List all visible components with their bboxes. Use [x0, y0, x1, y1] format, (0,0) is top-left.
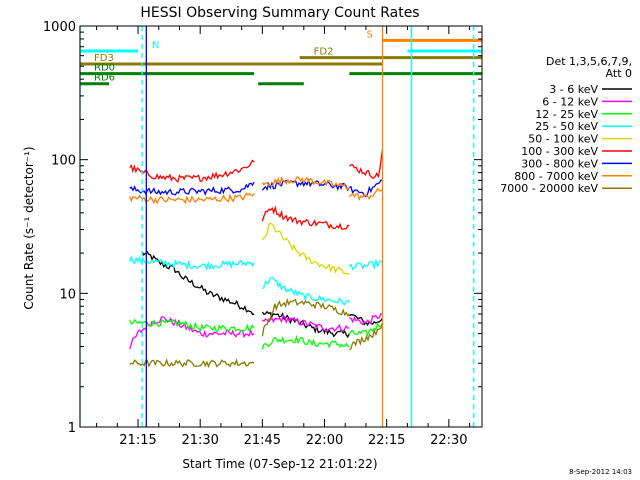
series-3-segment-3	[348, 322, 384, 337]
series-8-segment-3	[348, 187, 383, 202]
y-tick-label-3: 1000	[43, 20, 76, 35]
legend-label-7: 300 - 800 keV	[521, 157, 598, 170]
series-2-segment-2	[261, 314, 350, 333]
series-8-segment-1	[129, 192, 255, 205]
y-tick-label-1: 10	[59, 287, 76, 302]
series-4-segment-1	[129, 255, 255, 271]
series-2-segment-3	[349, 313, 383, 326]
x-tick-label-0: 21:15	[119, 433, 156, 448]
series-9-segment-1	[129, 358, 255, 369]
series-8-segment-2	[261, 175, 350, 191]
series-7-segment-3	[349, 179, 383, 198]
legend-label-8: 800 - 7000 keV	[514, 170, 598, 183]
series-1-segment-1	[141, 250, 255, 316]
y-axis-label: Count Rate (s⁻¹ detector⁻¹)	[22, 146, 36, 309]
legend-label-6: 100 - 300 keV	[521, 145, 598, 158]
series-4-segment-3	[348, 258, 383, 271]
x-tick-label-1: 21:30	[181, 433, 218, 448]
legend-label-5: 50 - 100 keV	[528, 133, 598, 146]
legend-label-1: 3 - 6 keV	[549, 83, 598, 96]
chart-title: HESSI Observing Summary Count Rates	[140, 5, 419, 21]
series-3-segment-2	[261, 334, 350, 350]
y-tick-label-0: 1	[68, 421, 76, 436]
y-tick-label-2: 100	[51, 154, 76, 169]
x-tick-label-3: 22:00	[306, 433, 343, 448]
timestamp: 8-Sep-2012 14:03	[569, 468, 632, 476]
series-9-segment-3	[349, 322, 384, 351]
legend-header-line-1: Det 1,3,5,6,7,9,	[546, 55, 632, 68]
x-tick-label-4: 22:15	[368, 433, 405, 448]
status-bar-label-6: RD0	[94, 63, 115, 74]
status-bar-label-7: RD6	[94, 73, 115, 84]
series-5-segment-1	[261, 222, 350, 275]
status-bar-label-1: N	[152, 40, 159, 51]
legend-header-line-2: Att 0	[606, 67, 632, 80]
series-9-segment-2	[261, 297, 350, 337]
series-2-segment-1	[129, 316, 255, 350]
series-7-segment-2	[261, 178, 350, 192]
x-tick-label-2: 21:45	[244, 433, 281, 448]
legend-label-9: 7000 - 20000 keV	[500, 182, 598, 195]
legend-label-3: 12 - 25 keV	[535, 108, 598, 121]
series-3-segment-1	[129, 318, 255, 333]
series-4-segment-2	[261, 276, 350, 306]
status-bar-label-4: FD2	[314, 47, 334, 58]
status-bar-label-3: S	[367, 29, 373, 40]
legend-label-4: 25 - 50 keV	[535, 120, 598, 133]
plot-frame	[79, 25, 483, 428]
series-6-segment-1	[129, 159, 255, 184]
x-tick-label-5: 22:30	[430, 433, 467, 448]
legend-label-2: 6 - 12 keV	[542, 95, 598, 108]
series-6-segment-3	[348, 149, 384, 179]
series-6-segment-2	[261, 205, 350, 230]
x-axis-label: Start Time (07-Sep-12 21:01:22)	[182, 457, 377, 471]
series-1-segment-2	[261, 310, 350, 339]
series-7-segment-1	[129, 181, 255, 197]
status-bar-label-5: FD3	[94, 53, 114, 64]
